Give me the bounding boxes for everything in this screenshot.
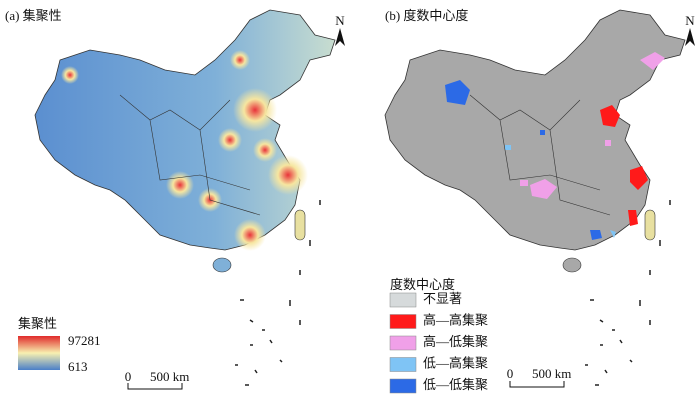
north-label: N (685, 13, 695, 28)
legend-label: 低—高集聚 (423, 355, 488, 370)
legend-min: 613 (68, 359, 88, 374)
legend-swatch (389, 378, 417, 394)
scale-zero: 0 (507, 366, 514, 381)
scale-zero: 0 (125, 369, 132, 384)
north-label: N (335, 13, 345, 28)
legend-title: 度数中心度 (390, 277, 455, 292)
legend-label: 高—高集聚 (423, 312, 488, 327)
legend-swatch (389, 357, 417, 372)
cluster-patches (445, 52, 665, 240)
legend-swatch (389, 335, 417, 351)
legend-label: 高—低集聚 (423, 334, 488, 349)
heat-spots (61, 50, 308, 251)
legend-label: 低—低集聚 (423, 377, 488, 392)
legend-title: 集聚性 (18, 316, 57, 331)
scale-distance: 500 km (150, 369, 189, 384)
legend-label: 不显著 (423, 291, 462, 306)
legend-max: 97281 (68, 333, 101, 348)
scale-distance: 500 km (532, 366, 571, 381)
legend-ramp (18, 336, 60, 370)
panel-label: (a) 集聚性 (5, 8, 62, 23)
legend-swatch (389, 292, 417, 308)
panel-label: (b) 度数中心度 (385, 8, 468, 23)
panel-b: (b) 度数中心度 N 度数中心度 不显著高—高集聚高—低集聚低—高集聚低—低集… (384, 8, 695, 394)
panel-a: (a) 集聚性 N 集聚性 97281 613 0 500 km (5, 8, 345, 390)
legend-swatch (389, 314, 417, 329)
